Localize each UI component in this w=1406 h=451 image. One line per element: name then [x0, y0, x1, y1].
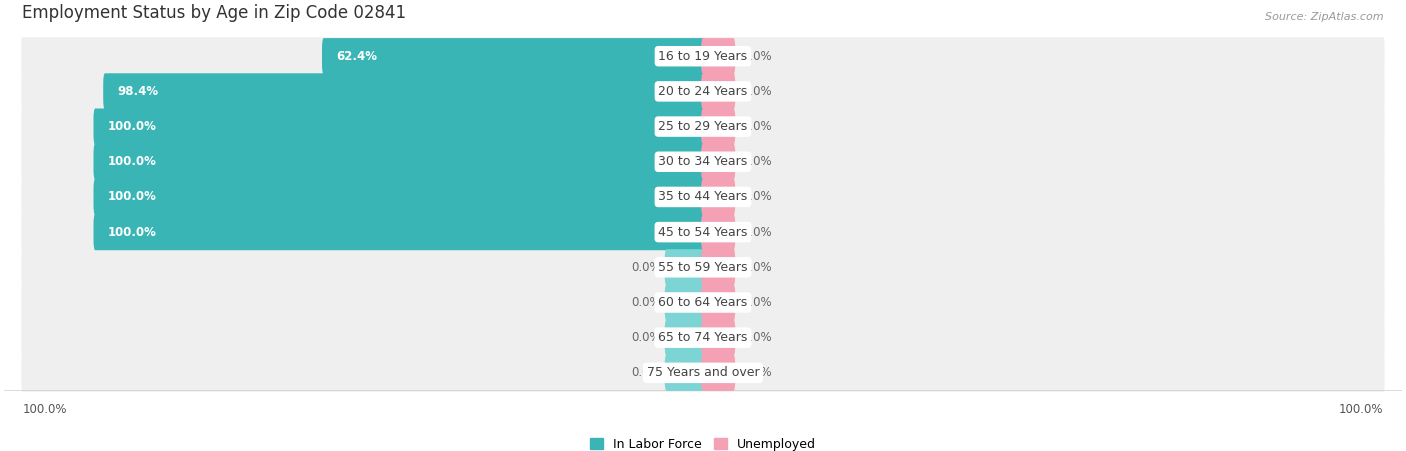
Text: 35 to 44 Years: 35 to 44 Years: [658, 190, 748, 203]
Text: 75 Years and over: 75 Years and over: [647, 366, 759, 379]
FancyBboxPatch shape: [702, 109, 735, 145]
FancyBboxPatch shape: [665, 249, 704, 285]
Text: 60 to 64 Years: 60 to 64 Years: [658, 296, 748, 309]
FancyBboxPatch shape: [702, 285, 735, 321]
FancyBboxPatch shape: [103, 74, 704, 110]
FancyBboxPatch shape: [702, 74, 735, 110]
Text: 100.0%: 100.0%: [107, 226, 156, 239]
Text: 100.0%: 100.0%: [107, 190, 156, 203]
Text: 0.0%: 0.0%: [742, 155, 772, 168]
Text: 25 to 29 Years: 25 to 29 Years: [658, 120, 748, 133]
Text: 0.0%: 0.0%: [742, 190, 772, 203]
Text: 55 to 59 Years: 55 to 59 Years: [658, 261, 748, 274]
Text: 100.0%: 100.0%: [107, 120, 156, 133]
FancyBboxPatch shape: [21, 73, 1385, 110]
FancyBboxPatch shape: [702, 320, 735, 356]
FancyBboxPatch shape: [322, 38, 704, 74]
FancyBboxPatch shape: [21, 319, 1385, 357]
Text: 62.4%: 62.4%: [336, 50, 377, 63]
FancyBboxPatch shape: [21, 178, 1385, 216]
Text: 0.0%: 0.0%: [742, 261, 772, 274]
FancyBboxPatch shape: [21, 249, 1385, 286]
Text: 100.0%: 100.0%: [22, 403, 67, 416]
FancyBboxPatch shape: [21, 213, 1385, 251]
FancyBboxPatch shape: [21, 37, 1385, 75]
FancyBboxPatch shape: [93, 109, 704, 145]
FancyBboxPatch shape: [665, 320, 704, 356]
Text: 0.0%: 0.0%: [742, 331, 772, 344]
FancyBboxPatch shape: [21, 143, 1385, 181]
FancyBboxPatch shape: [21, 354, 1385, 392]
FancyBboxPatch shape: [93, 144, 704, 180]
Text: 0.0%: 0.0%: [742, 366, 772, 379]
Text: 0.0%: 0.0%: [742, 296, 772, 309]
Text: Employment Status by Age in Zip Code 02841: Employment Status by Age in Zip Code 028…: [22, 4, 406, 22]
Legend: In Labor Force, Unemployed: In Labor Force, Unemployed: [591, 437, 815, 451]
FancyBboxPatch shape: [702, 38, 735, 74]
Text: 0.0%: 0.0%: [742, 50, 772, 63]
FancyBboxPatch shape: [702, 355, 735, 391]
FancyBboxPatch shape: [21, 108, 1385, 146]
Text: 20 to 24 Years: 20 to 24 Years: [658, 85, 748, 98]
Text: 0.0%: 0.0%: [742, 85, 772, 98]
Text: 100.0%: 100.0%: [107, 155, 156, 168]
FancyBboxPatch shape: [702, 144, 735, 180]
Text: 98.4%: 98.4%: [117, 85, 159, 98]
Text: 0.0%: 0.0%: [631, 331, 661, 344]
Text: 0.0%: 0.0%: [631, 366, 661, 379]
FancyBboxPatch shape: [702, 249, 735, 285]
FancyBboxPatch shape: [21, 284, 1385, 322]
Text: Source: ZipAtlas.com: Source: ZipAtlas.com: [1265, 12, 1384, 22]
Text: 0.0%: 0.0%: [742, 120, 772, 133]
FancyBboxPatch shape: [93, 214, 704, 250]
Text: 0.0%: 0.0%: [631, 296, 661, 309]
FancyBboxPatch shape: [93, 179, 704, 215]
FancyBboxPatch shape: [702, 179, 735, 215]
Text: 0.0%: 0.0%: [631, 261, 661, 274]
Text: 100.0%: 100.0%: [1339, 403, 1384, 416]
FancyBboxPatch shape: [702, 214, 735, 250]
Text: 16 to 19 Years: 16 to 19 Years: [658, 50, 748, 63]
Text: 0.0%: 0.0%: [742, 226, 772, 239]
Text: 65 to 74 Years: 65 to 74 Years: [658, 331, 748, 344]
Text: 30 to 34 Years: 30 to 34 Years: [658, 155, 748, 168]
Text: 45 to 54 Years: 45 to 54 Years: [658, 226, 748, 239]
FancyBboxPatch shape: [665, 355, 704, 391]
FancyBboxPatch shape: [665, 285, 704, 321]
